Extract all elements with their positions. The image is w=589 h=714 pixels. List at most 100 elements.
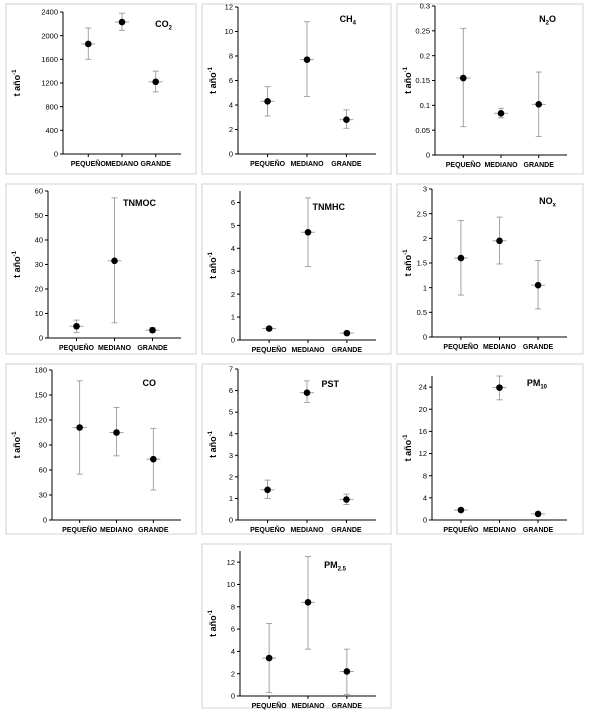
y-tick-label: 4 — [423, 493, 427, 502]
data-point — [265, 654, 273, 662]
x-tick-label: GRANDE — [523, 344, 554, 351]
x-tick-label: GRANDE — [332, 347, 363, 354]
x-tick-label: GRANDE — [331, 527, 362, 534]
y-tick-label: 6 — [231, 625, 235, 634]
y-tick-label: 0 — [423, 516, 427, 525]
panel-title: CO — [143, 378, 157, 388]
x-tick-label: PEQUEÑO — [443, 525, 479, 534]
y-tick-label: 0 — [231, 692, 235, 701]
y-axis-label: t año-1 — [403, 434, 413, 461]
panel-title: TNMHC — [313, 202, 346, 212]
y-tick-label: 0 — [39, 334, 43, 343]
panel-title: CO2 — [155, 19, 173, 32]
data-point — [304, 599, 312, 606]
y-tick-label: 6 — [231, 198, 235, 207]
panel-title: N2O — [539, 14, 556, 27]
y-tick-label: 12 — [227, 558, 235, 567]
x-tick-label: MEDIANO — [484, 162, 518, 169]
data-point — [303, 56, 311, 63]
y-tick-label: 2000 — [41, 31, 58, 40]
data-point — [496, 237, 503, 245]
x-tick-label: MEDIANO — [100, 527, 134, 534]
panel-frame — [201, 3, 392, 175]
panel-frame — [5, 3, 197, 175]
data-point — [535, 101, 543, 108]
panel-title: PM2.5 — [324, 560, 347, 573]
panel-frame — [396, 183, 584, 355]
data-point — [149, 326, 156, 334]
y-tick-label: 1.5 — [417, 259, 427, 268]
chart-panel: 0 400 800 1200 1600 2000 2400 PEQUEÑO MEDIANO GRA… — [5, 3, 197, 175]
panel-frame — [201, 363, 392, 535]
y-tick-label: 8 — [231, 602, 235, 611]
y-tick-label: 2.5 — [417, 209, 427, 218]
data-point — [343, 668, 351, 675]
y-tick-label: 4 — [231, 647, 235, 656]
x-tick-label: MEDIANO — [291, 347, 325, 354]
y-tick-label: 0 — [231, 336, 235, 345]
y-tick-label: 0 — [423, 333, 427, 342]
y-tick-label: 0.3 — [420, 2, 430, 11]
data-point — [496, 384, 503, 391]
data-point — [150, 455, 157, 463]
data-point — [497, 109, 505, 117]
x-tick-label: GRANDE — [138, 527, 169, 534]
x-tick-label: GRANDE — [141, 161, 172, 168]
y-tick-label: 60 — [39, 466, 47, 475]
y-tick-label: 120 — [34, 416, 47, 425]
y-tick-label: 150 — [34, 391, 47, 400]
y-tick-label: 6 — [229, 76, 233, 85]
data-point — [73, 322, 80, 330]
y-tick-label: 2400 — [41, 8, 58, 17]
y-tick-label: 6 — [229, 386, 233, 395]
y-tick-label: 4 — [229, 101, 233, 110]
x-tick-label: PEQUEÑO — [59, 343, 95, 352]
data-point — [111, 257, 118, 265]
y-tick-label: 1200 — [41, 79, 58, 88]
y-tick-label: 2 — [423, 234, 427, 243]
panel-frame — [5, 183, 197, 355]
y-tick-label: 1 — [231, 313, 235, 322]
chart-panel: 0 4 8 12 16 20 24 PEQUEÑO MEDIANO GRANDE t año-1 PM… — [396, 363, 584, 535]
panel-title: NOx — [539, 196, 557, 209]
y-tick-label: 0 — [43, 516, 47, 525]
y-axis-label: t año-1 — [208, 609, 218, 636]
y-tick-label: 1 — [229, 494, 233, 503]
y-tick-label: 20 — [419, 405, 427, 414]
y-tick-label: 0.2 — [420, 51, 430, 60]
y-axis-label: t año-1 — [12, 69, 22, 96]
y-tick-label: 0.5 — [417, 308, 427, 317]
y-axis-label: t año-1 — [12, 250, 22, 277]
y-tick-label: 12 — [225, 3, 233, 12]
y-tick-label: 90 — [39, 441, 47, 450]
panel-title: PST — [321, 379, 339, 389]
y-tick-label: 0.05 — [415, 126, 430, 135]
y-tick-label: 24 — [419, 383, 427, 392]
data-point — [84, 40, 92, 48]
x-tick-label: MEDIANO — [290, 161, 324, 168]
data-point — [76, 424, 83, 431]
data-point — [265, 325, 273, 332]
data-point — [152, 78, 160, 86]
panel-frame — [201, 183, 392, 355]
chart-panel: 0 1 2 3 4 5 6 PEQUEÑO MEDIANO GRANDE t año-1 TNMHC — [201, 183, 392, 355]
y-axis-label: t año-1 — [403, 249, 413, 276]
chart-panel: 0 2 4 6 8 10 12 PEQUEÑO MEDIANO GRANDE t año-1 PM2.… — [201, 543, 392, 710]
x-tick-label: GRANDE — [331, 161, 362, 168]
x-tick-label: PEQUEÑO — [62, 525, 98, 534]
chart-panel: 0 10 20 30 40 50 60 PEQUEÑO MEDIANO GRANDE t año-1… — [5, 183, 197, 355]
data-point — [343, 496, 350, 503]
chart-panel: 0 1 2 3 4 5 6 7 PEQUEÑO MEDIANO GRANDE t año-1 PST — [201, 363, 392, 535]
y-tick-label: 16 — [419, 427, 427, 436]
data-point — [264, 486, 271, 494]
y-tick-label: 0 — [426, 151, 430, 160]
y-axis-label: t año-1 — [12, 431, 22, 458]
x-tick-label: PEQUEÑO — [443, 342, 479, 351]
y-tick-label: 5 — [231, 221, 235, 230]
y-tick-label: 5 — [229, 408, 233, 417]
y-tick-label: 3 — [229, 451, 233, 460]
data-point — [303, 389, 311, 397]
data-point — [459, 74, 467, 82]
chart-panel: 0 0.05 0.1 0.15 0.2 0.25 0.3 PEQUEÑO MEDIANO GRAN… — [396, 2, 584, 175]
y-tick-label: 30 — [39, 491, 47, 500]
